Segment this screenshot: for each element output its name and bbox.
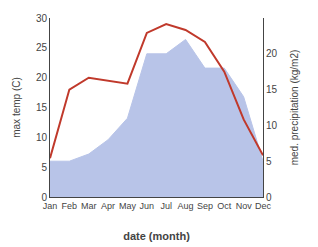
svg-text:15: 15 bbox=[36, 102, 48, 113]
svg-text:max temp (C): max temp (C) bbox=[11, 77, 22, 138]
svg-text:Jan: Jan bbox=[43, 201, 58, 211]
svg-text:Oct: Oct bbox=[217, 201, 232, 211]
svg-text:5: 5 bbox=[41, 162, 47, 173]
svg-text:5: 5 bbox=[266, 156, 272, 167]
svg-text:med. precipitation (kg/m2): med. precipitation (kg/m2) bbox=[289, 50, 300, 166]
svg-text:0: 0 bbox=[41, 192, 47, 203]
svg-text:Dec: Dec bbox=[255, 201, 272, 211]
svg-text:30: 30 bbox=[36, 13, 48, 24]
svg-text:May: May bbox=[119, 201, 137, 211]
svg-text:Jun: Jun bbox=[140, 201, 155, 211]
svg-text:Nov: Nov bbox=[236, 201, 253, 211]
svg-text:10: 10 bbox=[266, 120, 278, 131]
svg-text:10: 10 bbox=[36, 132, 48, 143]
svg-text:Jul: Jul bbox=[160, 201, 172, 211]
svg-text:Feb: Feb bbox=[62, 201, 78, 211]
svg-text:20: 20 bbox=[36, 72, 48, 83]
svg-text:Sep: Sep bbox=[197, 201, 213, 211]
svg-text:25: 25 bbox=[36, 42, 48, 53]
svg-text:0: 0 bbox=[266, 192, 272, 203]
svg-text:15: 15 bbox=[266, 84, 278, 95]
svg-text:Aug: Aug bbox=[178, 201, 194, 211]
svg-text:date (month): date (month) bbox=[123, 230, 190, 242]
svg-text:Apr: Apr bbox=[101, 201, 115, 211]
svg-text:20: 20 bbox=[266, 48, 278, 59]
svg-text:Mar: Mar bbox=[81, 201, 97, 211]
